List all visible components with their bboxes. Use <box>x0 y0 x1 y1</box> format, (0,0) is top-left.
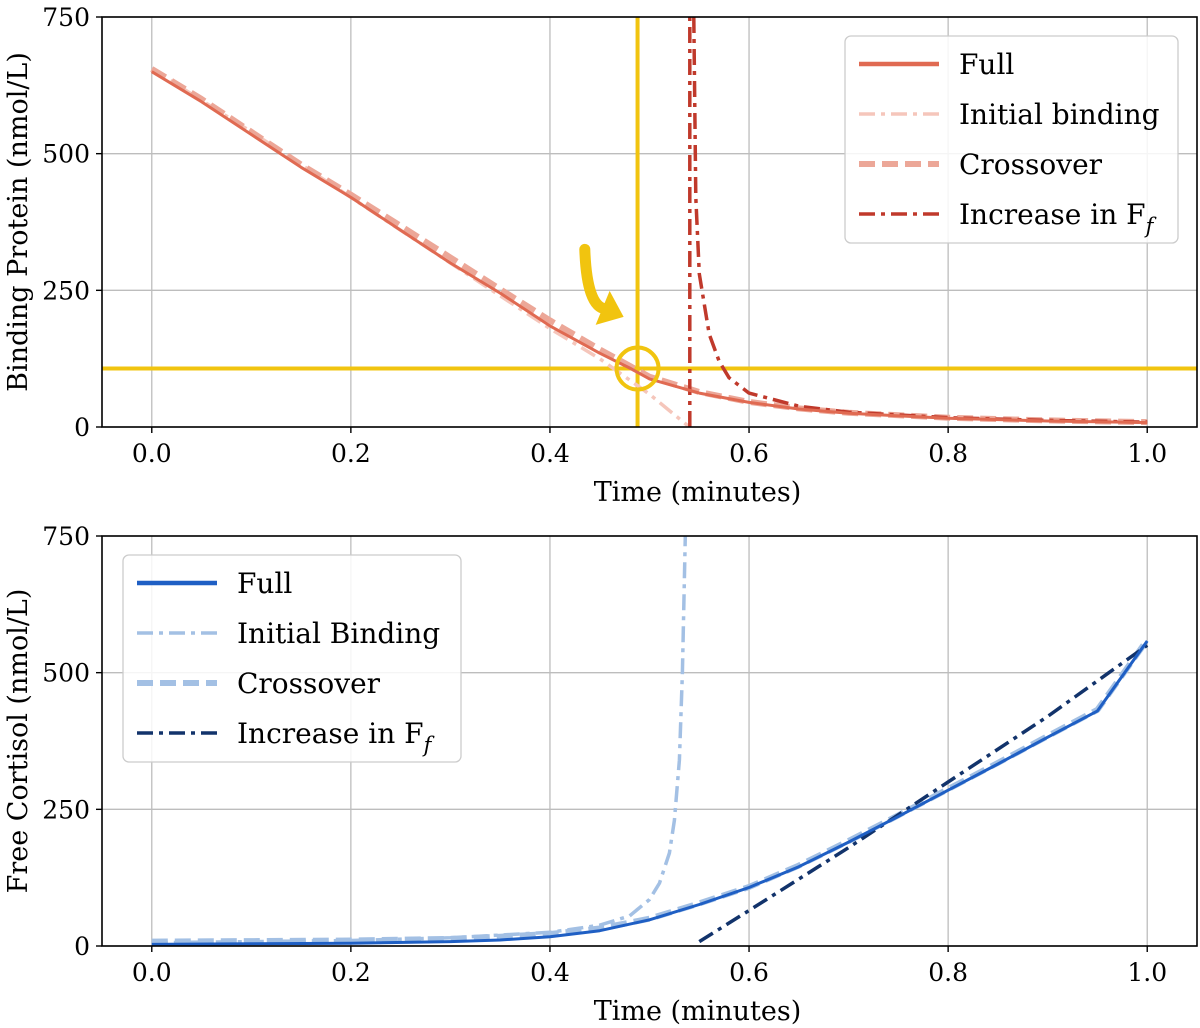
series-full-line <box>151 640 1149 946</box>
y-tick-label: 250 <box>42 795 90 824</box>
free-cortisol-chart: 0.0 0.2 0.4 0.6 0.8 1.0 0 250 500 750 Time (minute… <box>3 522 1198 1027</box>
x-axis-label: Time (minutes) <box>594 477 802 508</box>
y-tick-label: 500 <box>42 140 90 169</box>
y-tick-label: 500 <box>42 659 90 688</box>
y-tick-label: 0 <box>74 413 90 442</box>
series-initial-binding-line <box>151 536 688 945</box>
x-tick-label: 0.6 <box>729 958 769 987</box>
y-tick-label: 250 <box>42 276 90 305</box>
series-full-line <box>151 70 1148 425</box>
legend-label: Crossover <box>237 667 381 700</box>
crossover-arrow <box>579 243 624 325</box>
y-tick-label: 0 <box>74 932 90 961</box>
x-tick-label: 0.8 <box>928 439 968 468</box>
axes-frame <box>101 535 1198 947</box>
x-tick-label: 0.4 <box>530 958 570 987</box>
y-axis-label: Binding Protein (nmol/L) <box>3 52 34 392</box>
plot-area <box>151 536 1150 946</box>
legend-label: Full <box>237 567 292 600</box>
legend-box <box>122 554 462 763</box>
crossover-circle-marker <box>614 345 661 392</box>
series-increase-in-f-f-line <box>698 643 1149 944</box>
x-axis-label: Time (minutes) <box>594 996 802 1027</box>
legend-label: Initial Binding <box>237 617 440 650</box>
x-tick-label: 0.0 <box>132 439 172 468</box>
x-tick-label: 1.0 <box>1127 439 1167 468</box>
legend-label: Full <box>959 48 1014 81</box>
axes-frame <box>101 16 1198 428</box>
x-tick-label: 0.4 <box>530 439 570 468</box>
y-tick-label: 750 <box>42 522 90 551</box>
legend-label: Crossover <box>959 148 1103 181</box>
x-tick-label: 0.0 <box>132 958 172 987</box>
x-tick-label: 0.2 <box>331 439 371 468</box>
binding-protein-chart: 0.0 0.2 0.4 0.6 0.8 1.0 0 250 500 750 Time (minute… <box>3 3 1198 508</box>
x-tick-label: 0.2 <box>331 958 371 987</box>
legend-label: Initial binding <box>959 98 1160 131</box>
x-tick-label: 1.0 <box>1127 958 1167 987</box>
y-axis-label: Free Cortisol (nmol/L) <box>3 589 34 894</box>
x-tick-label: 0.6 <box>729 439 769 468</box>
legend-box <box>844 35 1179 244</box>
y-tick-label: 750 <box>42 3 90 32</box>
x-tick-label: 0.8 <box>928 958 968 987</box>
